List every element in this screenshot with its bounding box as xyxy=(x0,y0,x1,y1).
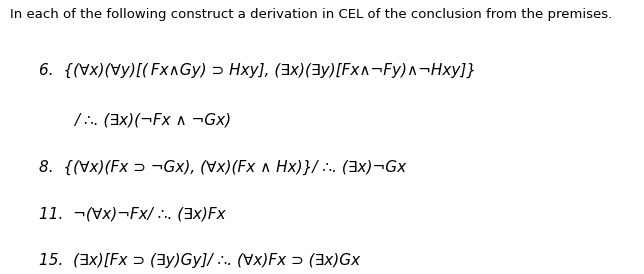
Text: 6.  {(∀x)(∀y)[( Fx∧Gy) ⊃ Hxy], (∃x)(∃y)[Fx∧¬Fy)∧¬Hxy]}: 6. {(∀x)(∀y)[( Fx∧Gy) ⊃ Hxy], (∃x)(∃y)[F… xyxy=(39,63,476,78)
Text: / ∴. (∃x)(¬Fx ∧ ¬Gx): / ∴. (∃x)(¬Fx ∧ ¬Gx) xyxy=(74,112,231,127)
Text: In each of the following construct a derivation in CEL of the conclusion from th: In each of the following construct a der… xyxy=(10,8,612,21)
Text: 11.  ¬(∀x)¬Fx/ ∴. (∃x)Fx: 11. ¬(∀x)¬Fx/ ∴. (∃x)Fx xyxy=(39,207,225,222)
Text: 15.  (∃x)[Fx ⊃ (∃y)Gy]/ ∴. (∀x)Fx ⊃ (∃x)Gx: 15. (∃x)[Fx ⊃ (∃y)Gy]/ ∴. (∀x)Fx ⊃ (∃x)G… xyxy=(39,253,360,269)
Text: 8.  {(∀x)(Fx ⊃ ¬Gx), (∀x)(Fx ∧ Hx)}/ ∴. (∃x)¬Gx: 8. {(∀x)(Fx ⊃ ¬Gx), (∀x)(Fx ∧ Hx)}/ ∴. (… xyxy=(39,160,406,175)
